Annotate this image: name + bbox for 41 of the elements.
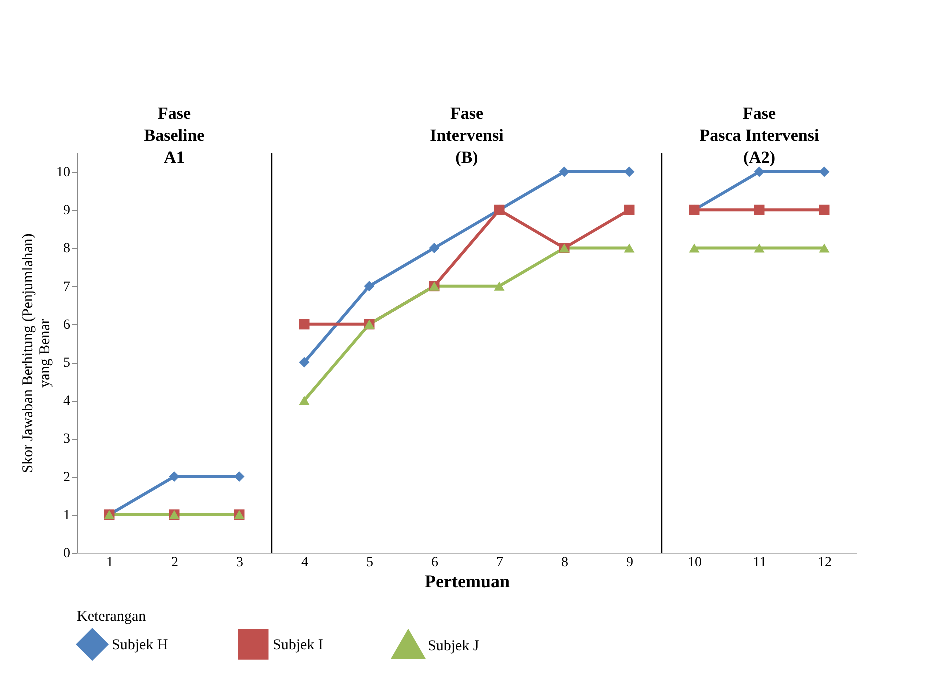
point xyxy=(819,166,830,178)
x-tick-label: 1 xyxy=(106,556,114,570)
y-tick-label: 6 xyxy=(64,318,70,333)
point xyxy=(819,204,830,216)
legend-title: Keterangan xyxy=(77,609,147,625)
x-tick-label: 11 xyxy=(753,556,767,570)
y-axis-title: Skor Jawaban Berhitung (Penjumlahan) yang Benar xyxy=(20,234,54,474)
y-tick-label: 5 xyxy=(64,356,70,372)
x-tick-label: 7 xyxy=(496,556,504,570)
annotation: Fase Pasca Intervensi (A2) xyxy=(700,104,820,167)
x-tick-label: 5 xyxy=(366,556,374,570)
point xyxy=(754,166,765,178)
x-tick-label: 4 xyxy=(302,556,308,570)
y-tick-label: 3 xyxy=(64,432,70,448)
point xyxy=(689,244,700,253)
x-tick-label: 12 xyxy=(818,556,832,570)
y-tick-label: 4 xyxy=(64,394,70,410)
x-tick-label: 2 xyxy=(172,556,178,570)
point xyxy=(234,472,245,482)
point xyxy=(169,472,180,482)
x-tick-label: 9 xyxy=(626,556,634,570)
annotation: Fase Intervensi (B) xyxy=(430,104,504,167)
legend-label: Subjek H xyxy=(112,638,168,654)
annotation: Fase Baseline A1 xyxy=(144,104,206,167)
x-tick-label: 8 xyxy=(562,556,568,570)
point xyxy=(819,244,830,253)
y-tick-label: 10 xyxy=(56,166,70,181)
x-tick-label: 10 xyxy=(688,556,702,570)
y-tick-label: 8 xyxy=(64,242,70,257)
y-tick-label: 0 xyxy=(64,546,70,562)
legend-label: Subjek J xyxy=(428,638,480,654)
legend-label: Subjek I xyxy=(273,638,324,654)
x-tick-label: 3 xyxy=(236,556,244,570)
x-tick-label: 6 xyxy=(432,556,438,570)
y-tick-label: 2 xyxy=(64,470,70,486)
point xyxy=(754,244,765,253)
y-tick-label: 1 xyxy=(64,508,70,524)
y-tick-label: 7 xyxy=(64,280,70,295)
x-axis-title: Pertemuan xyxy=(425,572,510,592)
point xyxy=(754,204,765,216)
y-tick-label: 9 xyxy=(64,204,70,219)
